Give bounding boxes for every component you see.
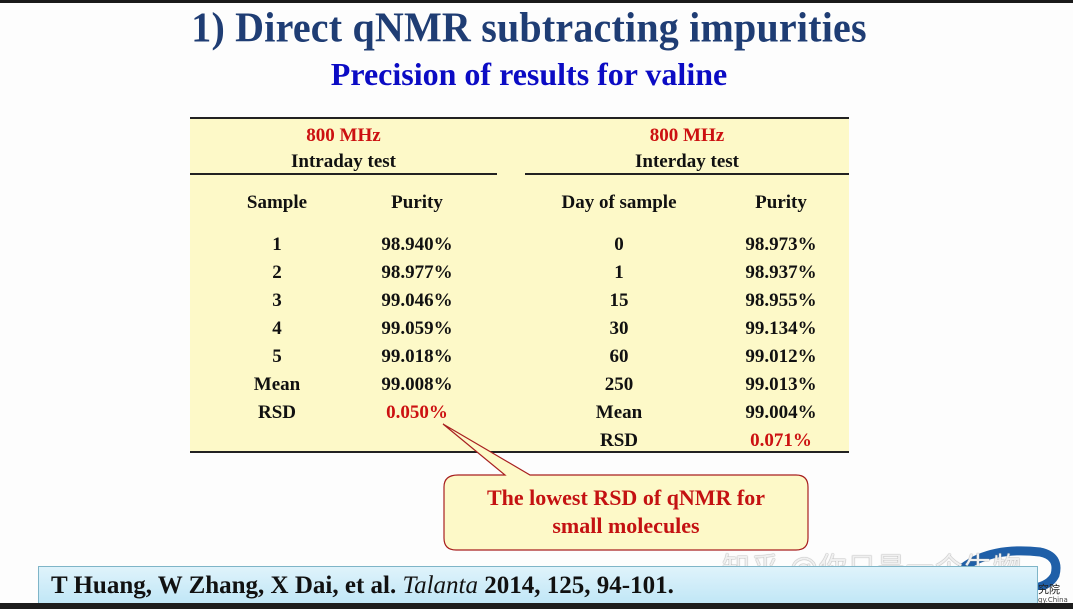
citation-details: 2014, 125, 94-101. [478,572,674,599]
intraday-header: 800 MHz Intraday test [190,123,497,175]
intraday-purity-cell: 99.018% [381,346,453,367]
intraday-mean-label: Mean [253,374,301,395]
slide-title: 1) Direct qNMR subtracting impurities [191,3,867,52]
interday-divider [525,173,849,175]
results-table: 800 MHz Intraday test 800 MHz Interday t… [190,117,849,453]
callout-line-2: small molecules [552,513,700,538]
intraday-mean-value: 99.008% [381,374,453,395]
intraday-divider [190,173,497,175]
interday-day-cell: 1 [614,262,624,283]
logo-text: 究院 [1038,583,1060,596]
column-header-purity: Purity [755,192,807,213]
callout-line-1: The lowest RSD of qNMR for [486,485,766,510]
bottom-border [0,603,1073,609]
citation: T Huang, W Zhang, X Dai, et al. Talanta … [51,572,674,600]
intraday-rsd-value: 0.050% [386,402,448,423]
intraday-purity-cell: 98.977% [381,262,453,283]
interday-rsd-label: RSD [599,430,638,451]
intraday-purity-cell: 99.046% [381,290,453,311]
interday-day-cell: 15 [609,290,629,311]
interday-rsd-value: 0.071% [750,430,812,451]
intraday-sample-cell: 1 [272,234,282,255]
column-header-day-of-sample: Day of sample [561,192,677,213]
citation-journal: Talanta [402,572,478,599]
intraday-purity-cell: 98.940% [381,234,453,255]
interday-purity-cell: 99.012% [745,346,817,367]
intraday-sample-cell: 5 [272,346,282,367]
interday-mean-value: 99.004% [745,402,817,423]
logo-subtext: gy.China [1038,596,1068,604]
intraday-sample-cell: 4 [272,318,282,339]
interday-purity-cell: 99.013% [745,374,817,395]
interday-day-cell: 30 [609,318,629,339]
column-header-sample: Sample [246,192,308,213]
slide-subtitle: Precision of results for valine [330,56,728,92]
intraday-sample-cell: 2 [272,262,282,283]
callout-text: The lowest RSD of qNMR for small molecul… [444,484,808,540]
top-border [0,0,1073,3]
interday-mean-label: Mean [595,402,643,423]
interday-purity-cell: 99.134% [745,318,817,339]
interday-purity-cell: 98.973% [745,234,817,255]
intraday-purity-cell: 99.059% [381,318,453,339]
interday-purity-cell: 98.937% [745,262,817,283]
intraday-sample-cell: 3 [272,290,282,311]
interday-day-cell: 0 [614,234,624,255]
column-header-purity: Purity [391,192,443,213]
intraday-rsd-label: RSD [257,402,296,423]
interday-test-label: Interday test [635,151,739,172]
citation-authors: T Huang, W Zhang, X Dai, et al. [51,572,403,599]
institute-logo-icon [946,546,1061,590]
interday-header: 800 MHz Interday test [525,123,849,175]
interday-purity-cell: 98.955% [745,290,817,311]
interday-day-cell: 60 [609,346,629,367]
intraday-frequency: 800 MHz [306,125,381,146]
interday-frequency: 800 MHz [649,125,725,146]
interday-day-cell: 250 [604,374,634,395]
citation-box: T Huang, W Zhang, X Dai, et al. Talanta … [38,566,1038,606]
intraday-test-label: Intraday test [290,151,397,172]
